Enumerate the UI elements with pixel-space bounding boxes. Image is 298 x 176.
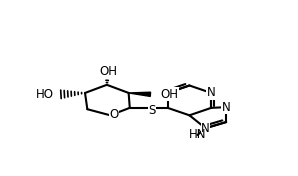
Text: N: N: [201, 122, 210, 135]
Polygon shape: [129, 92, 150, 96]
Text: S: S: [148, 104, 156, 117]
Text: OH: OH: [161, 88, 179, 101]
Text: OH: OH: [99, 65, 117, 78]
Text: HO: HO: [36, 88, 54, 101]
Text: N: N: [222, 101, 231, 114]
Text: HN: HN: [189, 128, 206, 142]
Text: N: N: [207, 86, 216, 99]
Text: O: O: [109, 108, 118, 121]
Text: N: N: [163, 86, 172, 99]
